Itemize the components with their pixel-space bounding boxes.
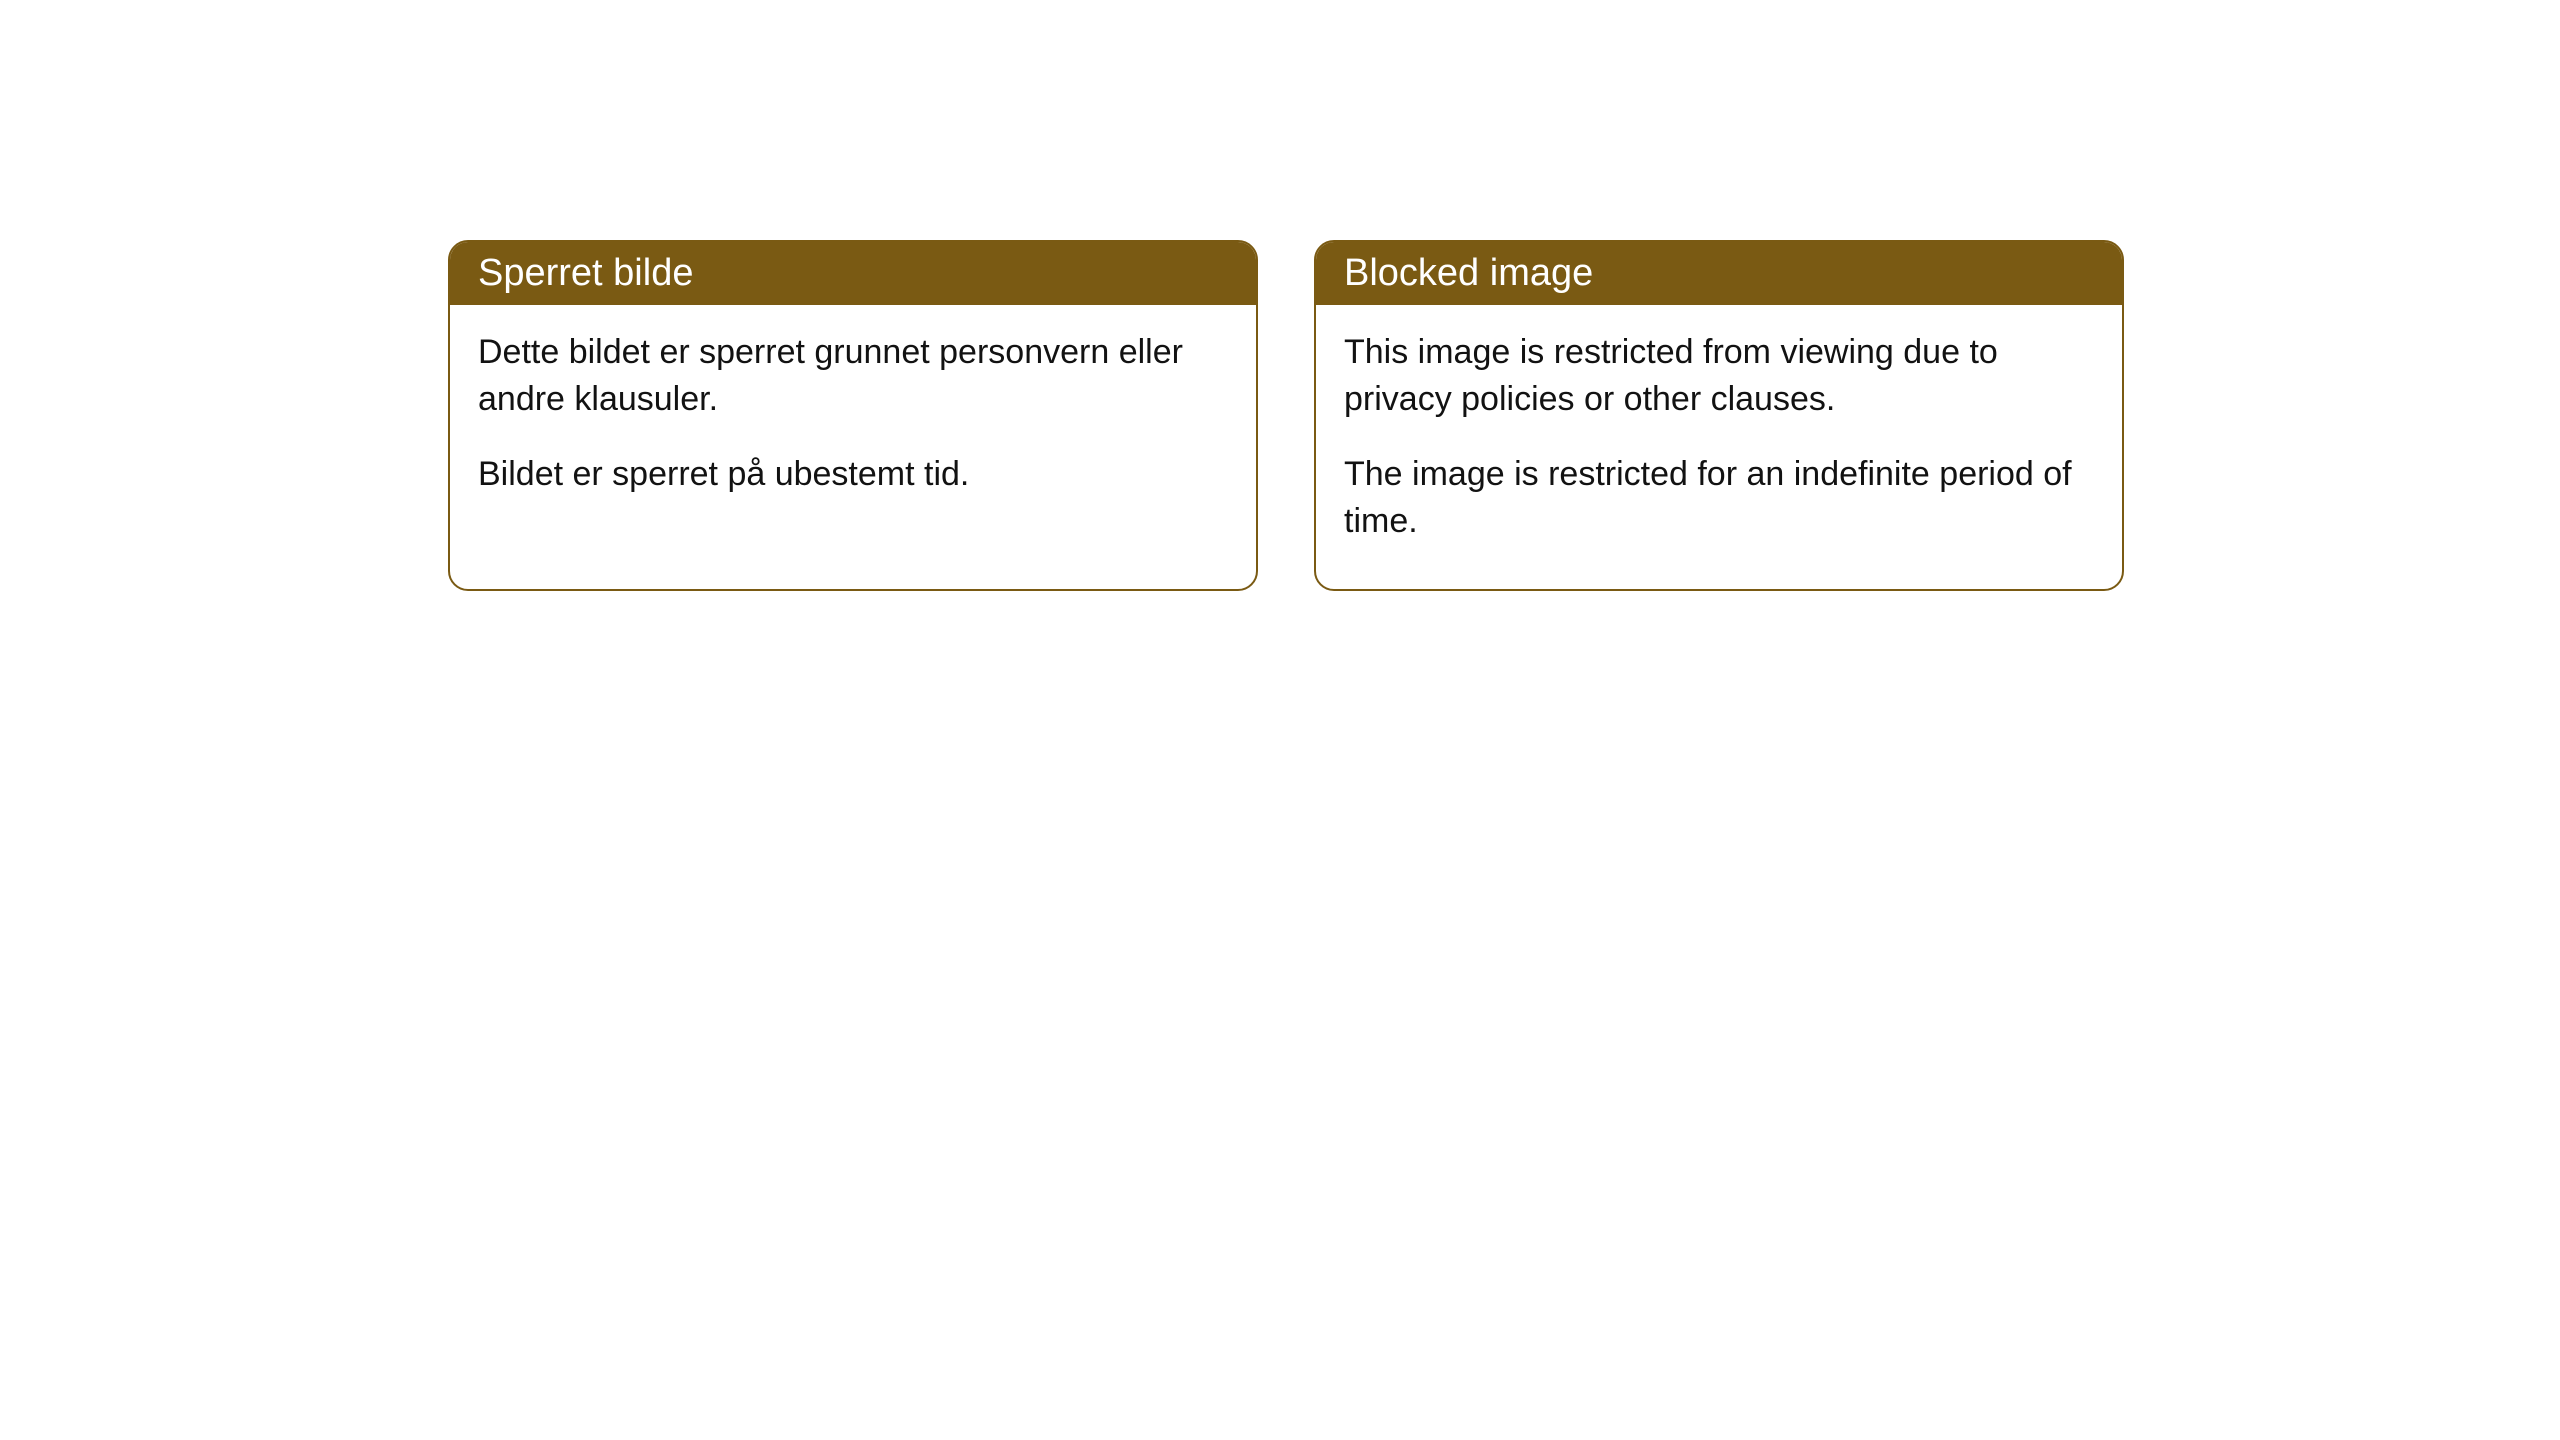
notice-card-english: Blocked image This image is restricted f… <box>1314 240 2124 591</box>
notice-cards-container: Sperret bilde Dette bildet er sperret gr… <box>448 240 2124 591</box>
card-header-english: Blocked image <box>1316 242 2122 305</box>
card-paragraph: This image is restricted from viewing du… <box>1344 329 2094 423</box>
card-paragraph: Dette bildet er sperret grunnet personve… <box>478 329 1228 423</box>
card-paragraph: The image is restricted for an indefinit… <box>1344 451 2094 545</box>
notice-card-norwegian: Sperret bilde Dette bildet er sperret gr… <box>448 240 1258 591</box>
card-paragraph: Bildet er sperret på ubestemt tid. <box>478 451 1228 498</box>
card-body-norwegian: Dette bildet er sperret grunnet personve… <box>450 305 1256 542</box>
card-body-english: This image is restricted from viewing du… <box>1316 305 2122 589</box>
card-header-norwegian: Sperret bilde <box>450 242 1256 305</box>
